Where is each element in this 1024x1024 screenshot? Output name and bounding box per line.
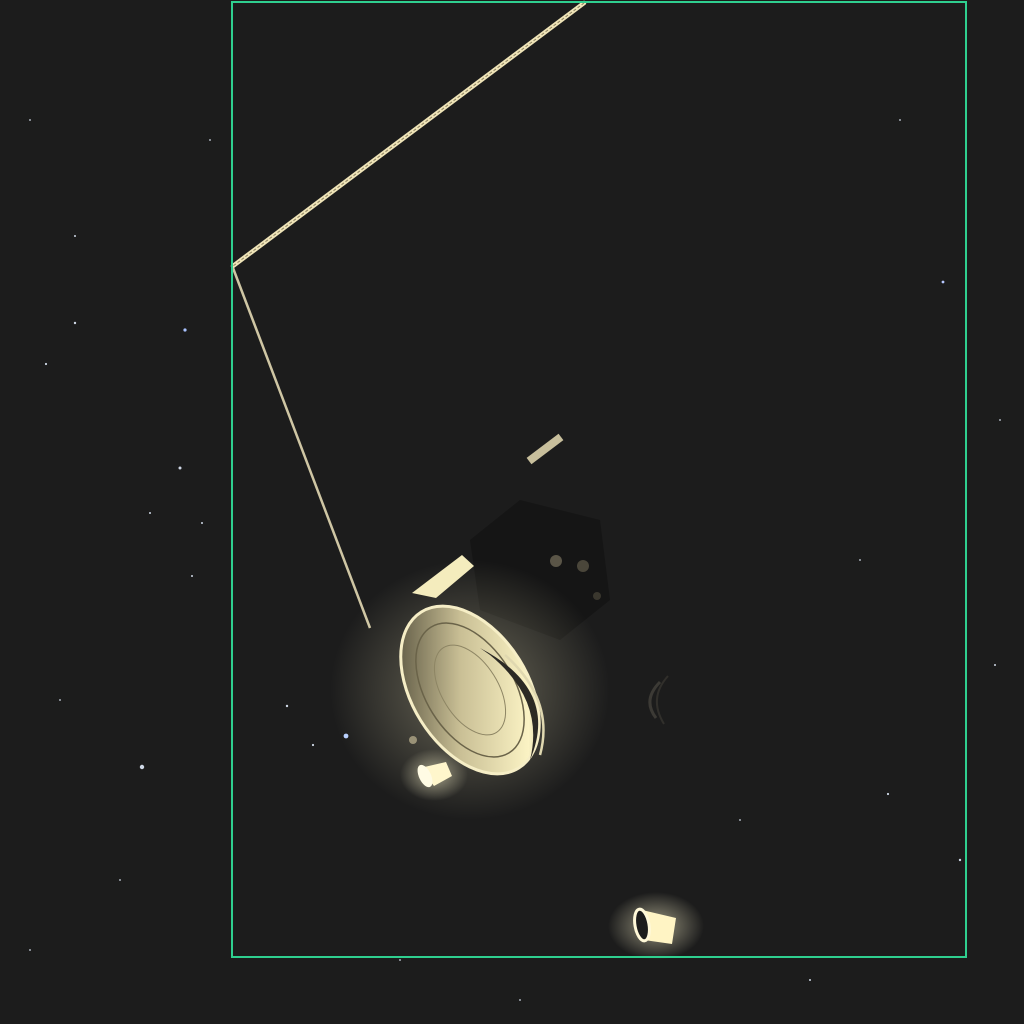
star bbox=[209, 139, 211, 141]
star bbox=[859, 559, 861, 561]
star bbox=[311, 743, 315, 747]
star bbox=[44, 362, 48, 366]
star bbox=[74, 235, 76, 237]
star bbox=[899, 119, 901, 121]
shadowed-instrument bbox=[648, 675, 669, 725]
lamp-lower bbox=[608, 892, 704, 960]
lamp-upper bbox=[400, 736, 468, 801]
star bbox=[59, 699, 61, 701]
antenna-strut bbox=[231, 267, 372, 629]
star bbox=[519, 999, 521, 1001]
bracket-panel bbox=[412, 555, 474, 598]
star bbox=[119, 879, 121, 881]
star bbox=[941, 280, 945, 284]
star bbox=[958, 858, 962, 862]
star bbox=[285, 704, 289, 708]
star bbox=[201, 522, 203, 524]
star bbox=[994, 664, 996, 666]
antenna-dish bbox=[399, 604, 545, 776]
star bbox=[809, 979, 811, 981]
magnetometer-boom bbox=[230, 0, 587, 269]
star bbox=[149, 512, 151, 514]
star bbox=[73, 321, 77, 325]
star bbox=[29, 949, 31, 951]
star bbox=[178, 466, 182, 470]
star bbox=[191, 575, 193, 577]
star bbox=[739, 819, 741, 821]
star bbox=[183, 328, 187, 332]
star bbox=[139, 764, 145, 770]
star bbox=[886, 792, 890, 796]
star bbox=[399, 959, 401, 961]
star bbox=[29, 119, 31, 121]
star bbox=[999, 419, 1001, 421]
